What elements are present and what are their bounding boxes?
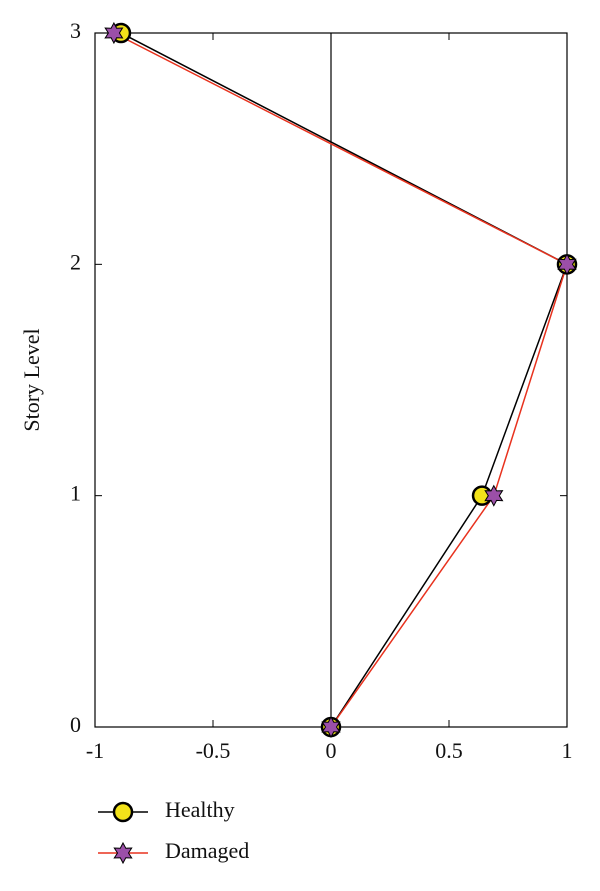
x-tick-label: 0.5: [435, 738, 463, 763]
x-tick-label: 1: [562, 738, 573, 763]
legend-item: Healthy: [98, 797, 235, 823]
x-tick-label: -0.5: [196, 738, 231, 763]
series-line: [113, 32, 568, 728]
x-tick-label: -1: [86, 738, 104, 763]
y-axis-label: Story Level: [19, 328, 44, 431]
legend-label: Damaged: [165, 838, 249, 863]
marker: [113, 841, 133, 865]
marker: [484, 484, 504, 507]
marker: [104, 21, 124, 45]
marker: [321, 715, 341, 739]
y-tick-label: 2: [70, 249, 81, 274]
series-line: [120, 32, 568, 728]
y-tick-label: 3: [70, 18, 81, 43]
y-tick-label: 0: [70, 712, 81, 737]
y-tick-label: 1: [70, 481, 81, 506]
legend-item: Damaged: [98, 838, 249, 865]
legend-label: Healthy: [165, 797, 235, 822]
x-tick-label: 0: [326, 738, 337, 763]
marker: [557, 253, 577, 276]
marker: [112, 801, 134, 823]
